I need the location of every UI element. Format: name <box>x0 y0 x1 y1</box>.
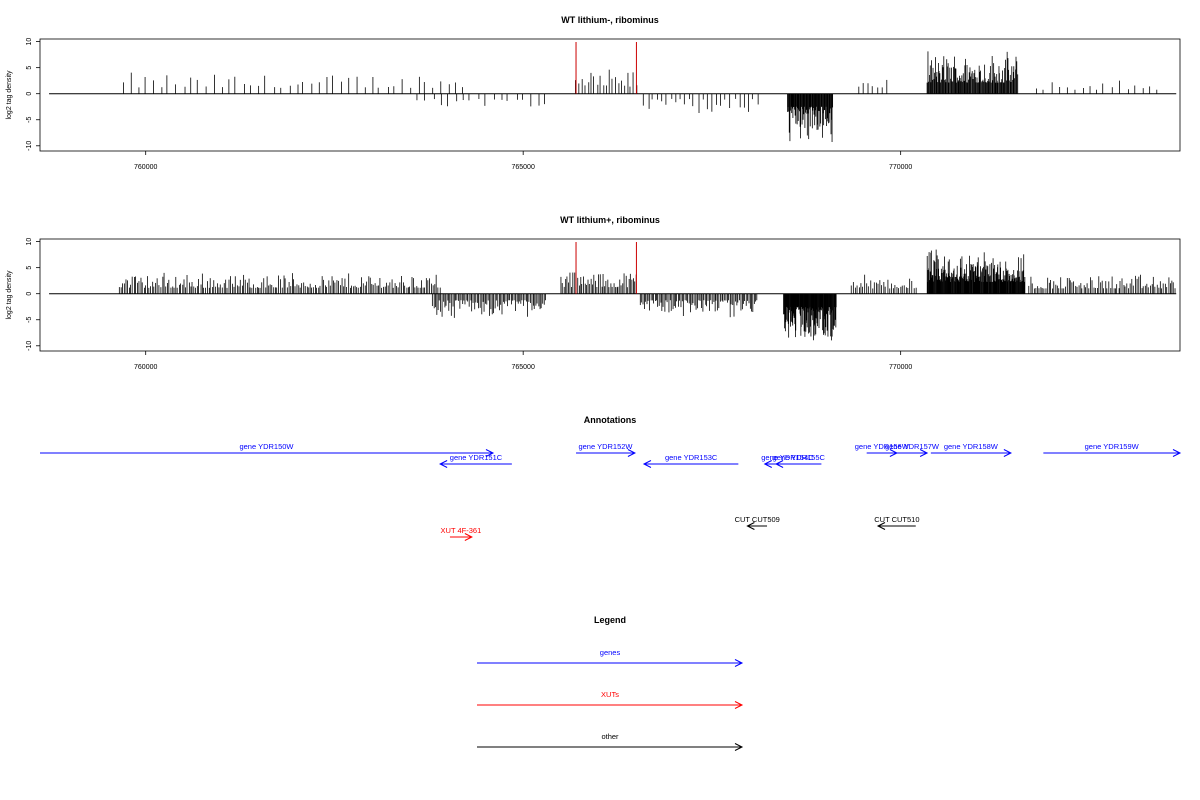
annotation-label: gene YDR151C <box>450 453 503 462</box>
marker-group <box>575 42 637 94</box>
x-tick-label: 760000 <box>134 364 157 371</box>
bar-group <box>49 249 1177 341</box>
annotation-label: CUT CUT510 <box>874 515 919 524</box>
plot-frame <box>39 38 1181 152</box>
annotation-label: gene YDR156W <box>855 442 910 451</box>
arrowhead <box>746 522 755 530</box>
y-tick-label: 0 <box>26 292 33 296</box>
panel-title: WT lithium-, ribominus <box>561 15 659 25</box>
arrowhead <box>1003 449 1013 457</box>
legend-entry: genes <box>477 648 744 667</box>
annotation-items: gene YDR150W gene YDR151C gene YDR152W gene… <box>40 442 1182 541</box>
bar-group <box>49 51 1177 142</box>
annotation-feature: CUT CUT509 <box>735 515 780 530</box>
arrowhead <box>774 460 784 468</box>
annotation-label: gene YDR152W <box>578 442 633 451</box>
annotation-feature: gene YDR153C <box>642 453 739 468</box>
annotation-feature: gene YDR152W <box>576 442 637 457</box>
annotation-label: XUT 4F-361 <box>441 526 482 535</box>
x-tick-label: 765000 <box>511 364 534 371</box>
y-tick-label: 0 <box>26 92 33 96</box>
annotation-feature: XUT 4F-361 <box>441 526 482 541</box>
y-axis-label: log2 tag density <box>6 270 13 320</box>
x-tick-label: 760000 <box>134 164 157 171</box>
y-axis: 10 5 0 -5 -10 <box>26 38 40 151</box>
annotation-label: gene YDR154C <box>761 453 814 462</box>
y-tick-label: -5 <box>26 317 33 323</box>
y-axis-label: log2 tag density <box>6 70 13 120</box>
arrowhead <box>734 701 744 709</box>
arrowhead <box>876 522 886 530</box>
annotation-feature: gene YDR150W <box>40 442 495 457</box>
legend-entry: XUTs <box>477 690 744 709</box>
annotation-feature: gene YDR155C <box>773 453 826 468</box>
plot-frame <box>39 238 1181 352</box>
legend-label: genes <box>600 648 621 657</box>
y-axis: 10 5 0 -5 -10 <box>26 238 40 351</box>
y-tick-label: 10 <box>26 238 33 246</box>
arrowhead <box>642 460 652 468</box>
legend: Legend genes XUTs other <box>477 615 744 751</box>
y-tick-label: 5 <box>26 266 33 270</box>
legend-label: other <box>601 732 619 741</box>
annotation-label: gene YDR150W <box>239 442 294 451</box>
arrowhead <box>627 449 637 457</box>
y-tick-label: 10 <box>26 38 33 46</box>
annotation-feature: gene YDR157W <box>885 442 940 457</box>
annotation-feature: gene YDR158W <box>930 442 1013 457</box>
arrowhead <box>485 449 495 457</box>
x-axis: 760000 765000 770000 <box>134 151 912 171</box>
arrowhead <box>734 659 744 667</box>
annotation-label: gene YDR155C <box>773 453 826 462</box>
legend-title: Legend <box>594 615 626 625</box>
annotation-label: gene YDR153C <box>665 453 718 462</box>
y-tick-label: -5 <box>26 117 33 123</box>
y-tick-label: -10 <box>26 141 33 151</box>
annotation-feature: CUT CUT510 <box>874 515 920 530</box>
marker-group <box>575 242 637 294</box>
track-panel-lithium-minus: WT lithium-, ribominus log2 tag density … <box>6 15 1181 171</box>
annotation-label: CUT CUT509 <box>735 515 780 524</box>
x-tick-label: 770000 <box>889 364 912 371</box>
annotation-feature: gene YDR159W <box>1043 442 1182 457</box>
annotation-feature: gene YDR151C <box>439 453 512 468</box>
arrowhead <box>1172 449 1182 457</box>
arrowhead <box>734 743 744 751</box>
y-tick-label: -10 <box>26 341 33 351</box>
legend-label: XUTs <box>601 690 619 699</box>
arrowhead <box>464 533 473 541</box>
legend-entry: other <box>477 732 744 751</box>
x-tick-label: 770000 <box>889 164 912 171</box>
legend-items: genes XUTs other <box>477 648 744 751</box>
arrowhead <box>439 460 448 468</box>
track-panel-lithium-plus: WT lithium+, ribominus log2 tag density … <box>6 215 1181 371</box>
y-tick-label: 5 <box>26 66 33 70</box>
annotation-label: gene YDR158W <box>944 442 999 451</box>
x-tick-label: 765000 <box>511 164 534 171</box>
annotation-label: gene YDR157W <box>885 442 940 451</box>
arrowhead <box>919 449 929 457</box>
panel-title: WT lithium+, ribominus <box>560 215 660 225</box>
arrowhead <box>763 460 772 468</box>
annotations-title: Annotations <box>584 415 637 425</box>
annotation-label: gene YDR159W <box>1085 442 1140 451</box>
x-axis: 760000 765000 770000 <box>134 351 912 371</box>
